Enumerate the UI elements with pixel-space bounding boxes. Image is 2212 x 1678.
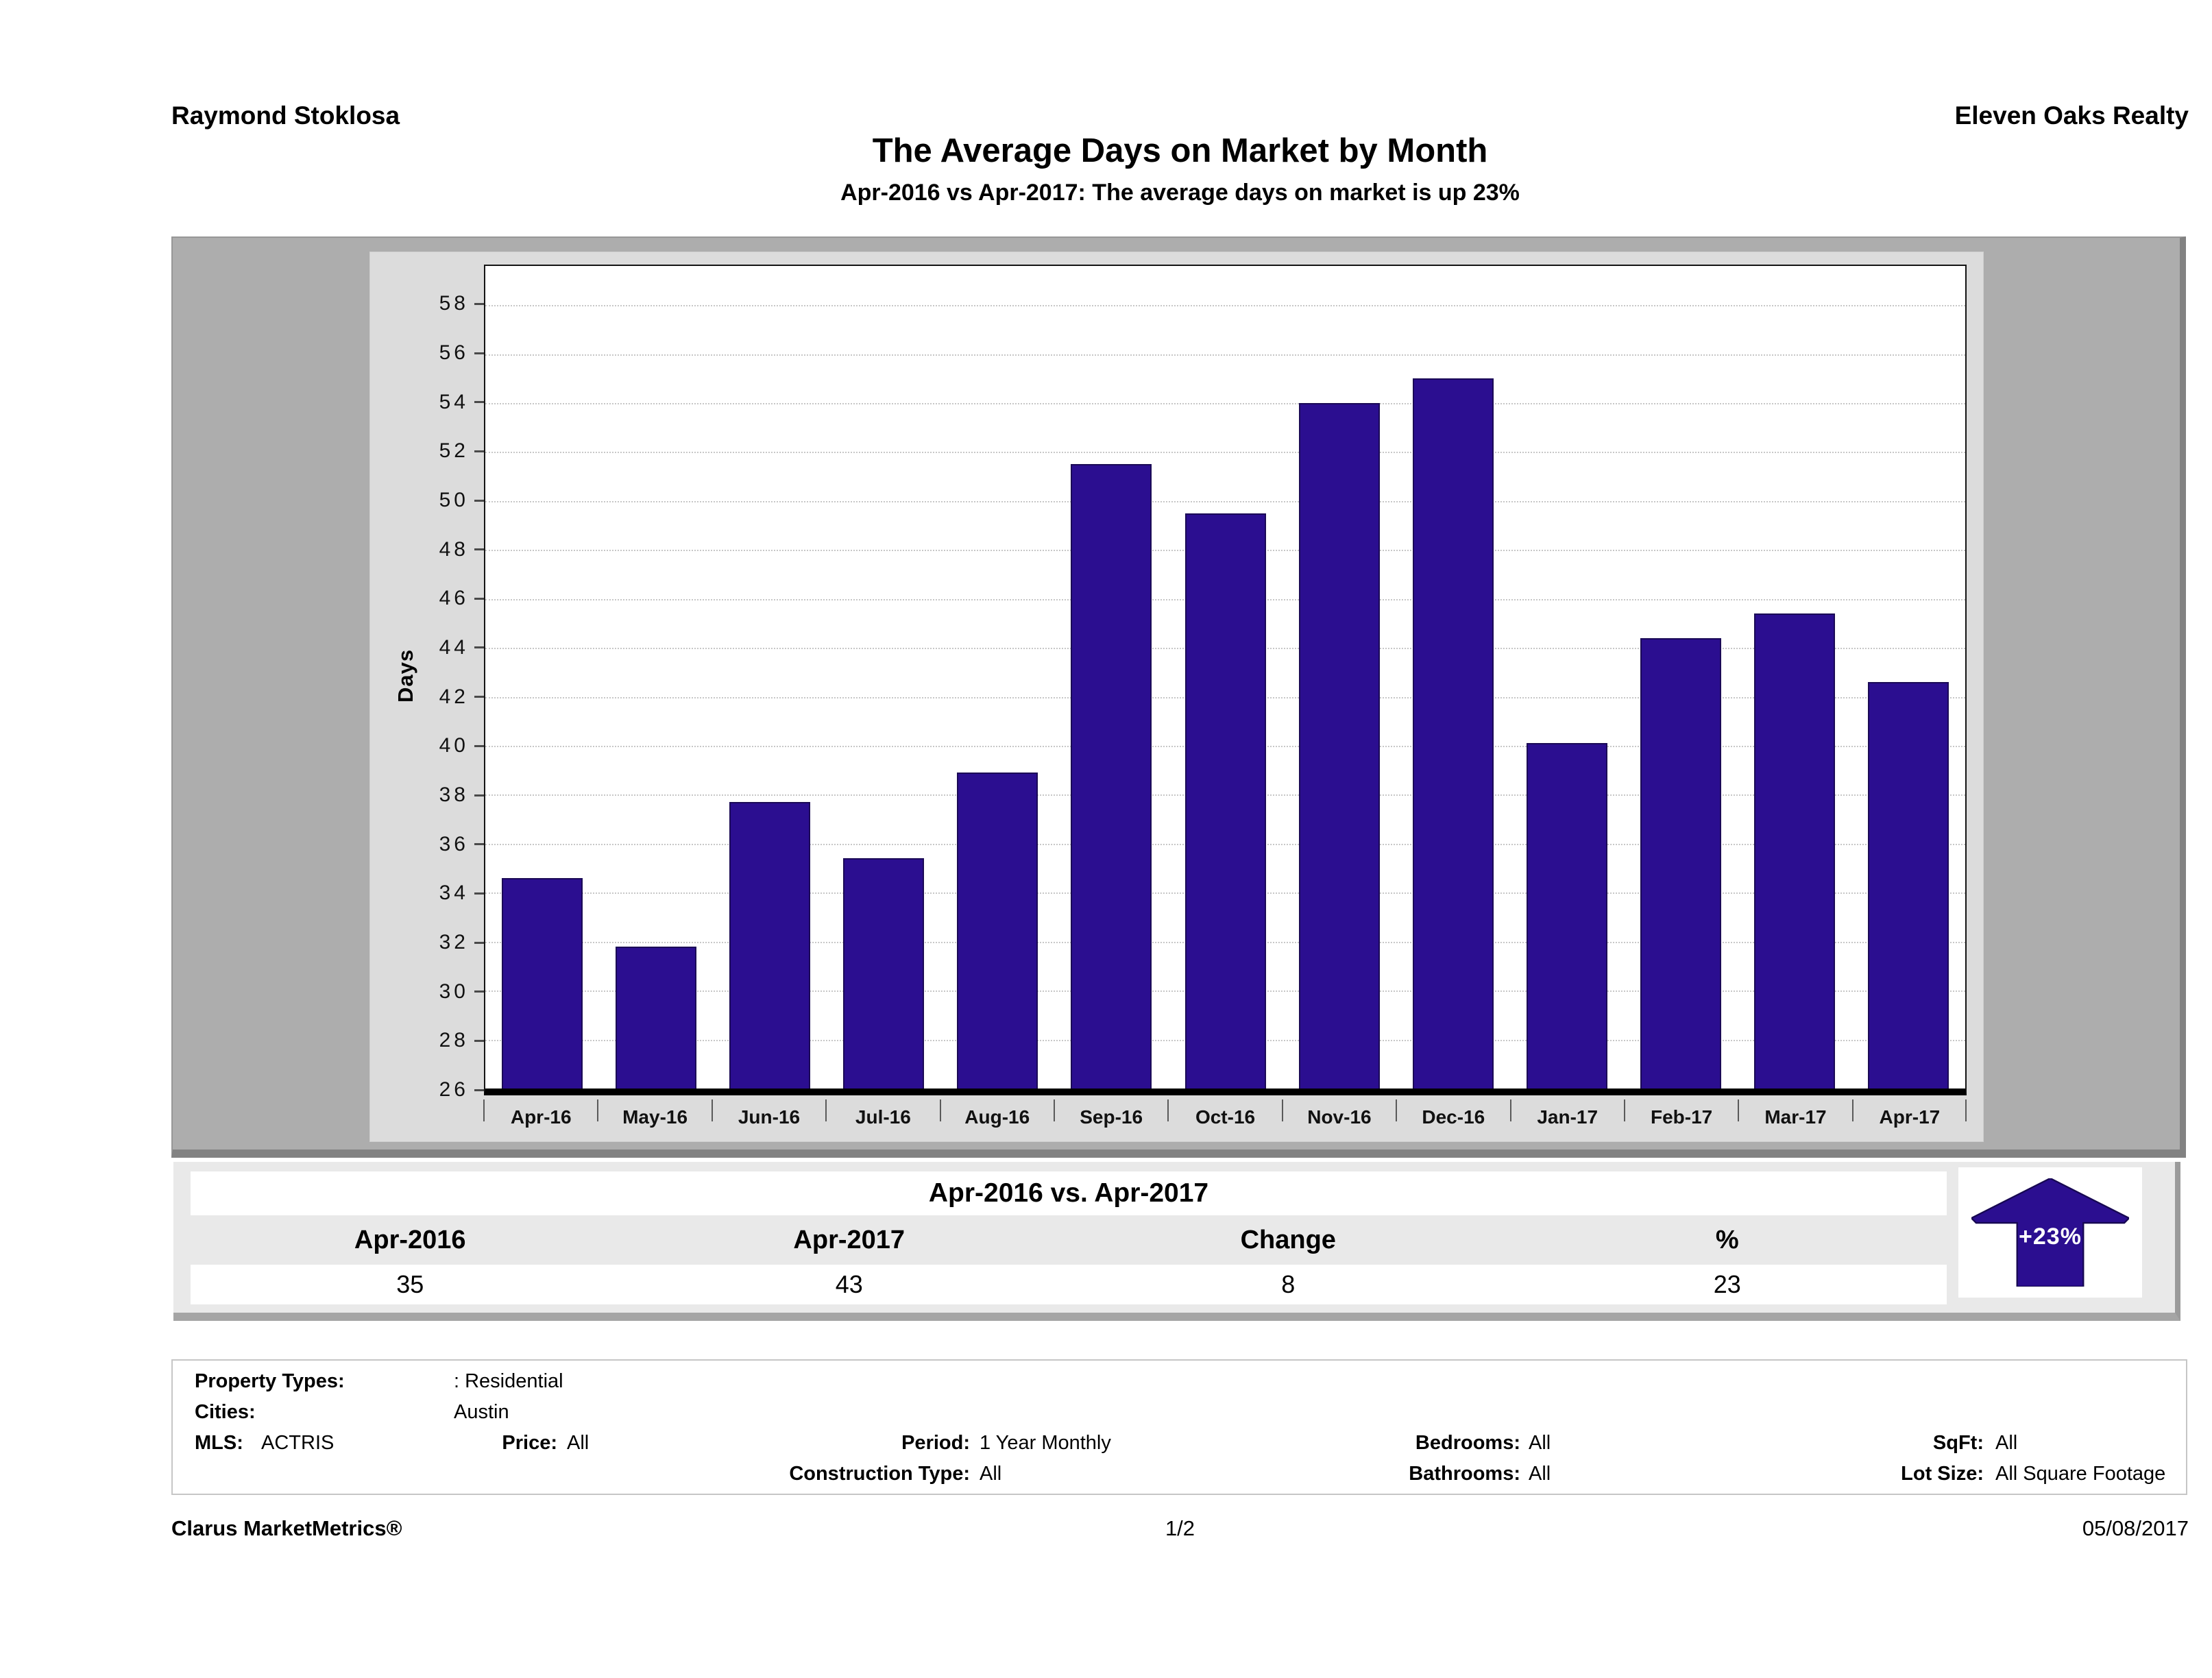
price-value: All — [567, 1432, 590, 1454]
property-types-value: : Residential — [454, 1370, 563, 1392]
x-axis-labels: Apr-16 May-16 Jun-16 Jul-16 Aug-16 Sep-16 Oct-… — [483, 1095, 1967, 1138]
period-value: 1 Year Monthly — [980, 1432, 1111, 1454]
comparison-value-Change: 8 — [1281, 1270, 1296, 1298]
x-label-Apr-17: Apr-17 — [1851, 1095, 1967, 1138]
comparison-header-row: Apr-2016 Apr-2017 Change% — [191, 1215, 1947, 1265]
x-label-May-16: May-16 — [597, 1095, 712, 1138]
y-tick-label-44: 44 — [439, 636, 484, 659]
bar-Jun-16 — [729, 802, 811, 1089]
change-badge-card: +23% — [1958, 1167, 2142, 1298]
x-label-Sep-16: Sep-16 — [1053, 1095, 1168, 1138]
x-label-Nov-16: Nov-16 — [1281, 1095, 1396, 1138]
chart-backdrop: Days 26 28 30 32 34 36 38 40 42 44 46 48 50 52 54 56 58 … — [369, 252, 1984, 1142]
bar-Jul-16 — [843, 858, 925, 1089]
x-axis-end-tick — [1965, 1099, 1967, 1121]
agent-name: Raymond Stoklosa — [171, 101, 400, 130]
lot-size-value: All Square Footage — [1995, 1463, 2166, 1485]
x-label-Jun-16: Jun-16 — [711, 1095, 826, 1138]
x-label-Feb-17: Feb-17 — [1623, 1095, 1738, 1138]
y-tick-label-56: 56 — [439, 341, 484, 365]
bar-Jan-17 — [1526, 743, 1607, 1089]
gridline-58 — [485, 305, 1965, 307]
sqft-label: SqFt: — [1932, 1432, 1984, 1454]
bedrooms-label: Bedrooms: — [1415, 1432, 1520, 1454]
comparison-column-%: % — [1715, 1225, 1739, 1254]
comparison-column-Change: Change — [1240, 1225, 1336, 1254]
comparison-column-Apr-2017: Apr-2017 — [793, 1225, 906, 1254]
x-label-Jul-16: Jul-16 — [825, 1095, 940, 1138]
company-name: Eleven Oaks Realty — [1954, 101, 2189, 130]
bar-Feb-17 — [1640, 637, 1721, 1089]
cities-label: Cities: — [195, 1401, 256, 1423]
footer-date: 05/08/2017 — [2082, 1516, 2189, 1540]
up-arrow-icon: +23% — [1970, 1177, 2130, 1288]
construction-type-label: Construction Type: — [789, 1463, 970, 1485]
comparison-column-Apr-2016: Apr-2016 — [354, 1225, 466, 1254]
comparison-panel: Apr-2016 vs. Apr-2017 Apr-2016 Apr-2017 Ch… — [173, 1162, 2180, 1321]
y-tick-label-38: 38 — [439, 783, 484, 807]
bar-Oct-16 — [1184, 513, 1266, 1089]
bar-Apr-16 — [502, 877, 583, 1089]
y-tick-label-58: 58 — [439, 292, 484, 315]
y-tick-label-48: 48 — [439, 538, 484, 561]
x-label-Dec-16: Dec-16 — [1396, 1095, 1510, 1138]
y-tick-label-52: 52 — [439, 439, 484, 463]
comparison-value-row: 35 43 8 23 — [191, 1265, 1947, 1304]
page-subtitle: Apr-2016 vs Apr-2017: The average days o… — [840, 180, 1520, 206]
chart-panel: Days 26 28 30 32 34 36 38 40 42 44 46 48 50 52 54 56 58 … — [171, 236, 2186, 1158]
price-label: Price: — [502, 1432, 557, 1454]
comparison-value-Apr-2016: 35 — [396, 1270, 424, 1298]
y-tick-label-30: 30 — [439, 980, 484, 1004]
filters-panel: Property Types: : Residential Cities: Au… — [171, 1359, 2187, 1495]
y-tick-label-28: 28 — [439, 1029, 484, 1052]
comparison-value-%: 23 — [1713, 1270, 1741, 1298]
y-tick-label-46: 46 — [439, 587, 484, 610]
y-tick-label-42: 42 — [439, 685, 484, 709]
period-label: Period: — [901, 1432, 970, 1454]
bar-Aug-16 — [957, 773, 1038, 1089]
bathrooms-value: All — [1529, 1463, 1551, 1485]
x-label-Oct-16: Oct-16 — [1167, 1095, 1282, 1138]
bedrooms-value: All — [1529, 1432, 1551, 1454]
bar-Apr-17 — [1867, 682, 1949, 1089]
y-tick-label-40: 40 — [439, 734, 484, 757]
bar-Sep-16 — [1071, 464, 1152, 1089]
bar-May-16 — [616, 946, 697, 1089]
mls-value: ACTRIS — [261, 1432, 335, 1454]
comparison-title: Apr-2016 vs. Apr-2017 — [191, 1171, 1947, 1215]
comparison-value-Apr-2017: 43 — [835, 1270, 863, 1298]
lot-size-label: Lot Size: — [1901, 1463, 1984, 1485]
x-label-Jan-17: Jan-17 — [1509, 1095, 1625, 1138]
footer-product-name: Clarus MarketMetrics® — [171, 1516, 402, 1540]
page-title: The Average Days on Market by Month — [872, 132, 1488, 169]
bar-Dec-16 — [1412, 378, 1494, 1089]
y-tick-label-32: 32 — [439, 931, 484, 954]
gridline-56 — [485, 354, 1965, 356]
property-types-label: Property Types: — [195, 1370, 345, 1392]
report-content: Raymond Stoklosa Eleven Oaks Realty The … — [171, 0, 2189, 1678]
footer-page-number: 1/2 — [1165, 1516, 1195, 1540]
change-badge-label: +23% — [2019, 1224, 2082, 1250]
bathrooms-label: Bathrooms: — [1409, 1463, 1520, 1485]
mls-label: MLS: — [195, 1432, 243, 1454]
y-tick-label-36: 36 — [439, 833, 484, 856]
y-tick-label-50: 50 — [439, 489, 484, 512]
x-label-Apr-16: Apr-16 — [483, 1095, 598, 1138]
cities-value: Austin — [454, 1401, 509, 1423]
y-tick-label-34: 34 — [439, 881, 484, 905]
gridline-54 — [485, 403, 1965, 404]
plot-area — [484, 265, 1967, 1095]
bar-Nov-16 — [1298, 403, 1380, 1089]
x-label-Mar-17: Mar-17 — [1738, 1095, 1852, 1138]
construction-type-value: All — [980, 1463, 1002, 1485]
y-tick-label-54: 54 — [439, 391, 484, 414]
gridline-50 — [485, 500, 1965, 502]
bar-Mar-17 — [1753, 613, 1835, 1089]
y-axis-ticks: 26 28 30 32 34 36 38 40 42 44 46 48 50 52 54 56 58 — [370, 265, 484, 1101]
x-label-Aug-16: Aug-16 — [939, 1095, 1054, 1138]
gridline-52 — [485, 452, 1965, 454]
y-tick-label-26: 26 — [439, 1078, 484, 1102]
sqft-value: All — [1995, 1432, 2018, 1454]
